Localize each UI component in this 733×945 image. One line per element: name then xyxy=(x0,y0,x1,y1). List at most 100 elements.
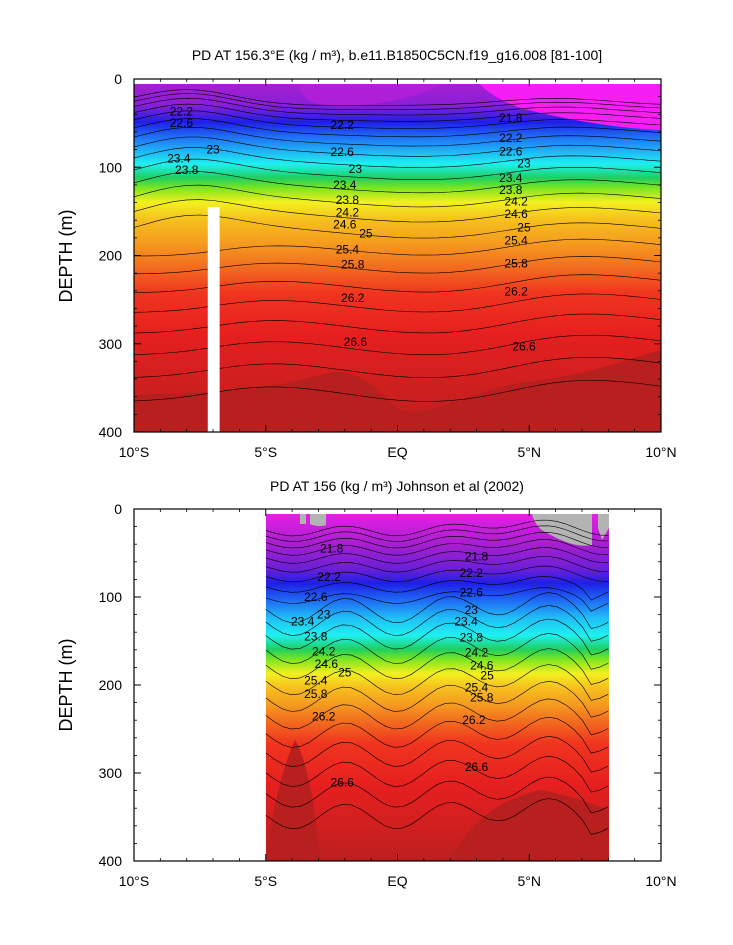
contour-label: 23 xyxy=(317,608,331,622)
y-tick-label: 300 xyxy=(99,336,123,352)
panel-bottom-contour-labels: 21.822.222.62323.423.824.224.62525.425.8… xyxy=(291,542,494,790)
contour-line xyxy=(134,97,661,116)
contour-line xyxy=(265,592,609,629)
panel-bottom-field: 21.822.222.62323.423.824.224.62525.425.8… xyxy=(265,514,609,861)
contour-line xyxy=(265,587,609,612)
contour-label: 24.6 xyxy=(470,659,494,673)
x-tick-label: 10°N xyxy=(645,873,676,889)
contour-label: 22.6 xyxy=(170,116,194,130)
panel-bottom-contour-lines xyxy=(265,519,609,835)
x-tick-label: 5°S xyxy=(254,873,277,889)
panel-top-deep-lobe xyxy=(134,350,661,432)
contour-line xyxy=(265,539,609,556)
y-tick-label: 400 xyxy=(99,853,123,869)
contour-line xyxy=(265,531,609,549)
contour-line xyxy=(265,735,609,773)
contour-line xyxy=(134,293,661,313)
contour-label: 25.8 xyxy=(504,256,528,270)
contour-line xyxy=(134,199,661,223)
contour-label: 22.6 xyxy=(499,144,523,158)
panel-bottom: PD AT 156 (kg / m³) Johnson et al (2002)… xyxy=(56,478,677,889)
contour-label: 23.4 xyxy=(499,171,523,185)
contour-line xyxy=(265,605,609,642)
contour-label: 23.4 xyxy=(291,615,315,629)
contour-label: 25.8 xyxy=(304,687,328,701)
contour-label: 26.2 xyxy=(312,710,336,724)
contour-line xyxy=(134,171,661,194)
contour-line xyxy=(265,633,609,670)
contour-label: 25.4 xyxy=(504,233,528,247)
contour-label: 23.4 xyxy=(333,178,357,192)
panel-top-surface-patch-2 xyxy=(299,84,440,107)
contour-line xyxy=(265,519,609,537)
contour-line xyxy=(134,118,661,138)
panel-bottom-axes: 10°S 5°S EQ 5°N 10°N 0 100 200 300 400 xyxy=(99,501,677,889)
panel-top-masked-column xyxy=(207,206,220,432)
contour-label: 23.8 xyxy=(499,183,523,197)
contour-label: 21.8 xyxy=(465,550,489,564)
contour-label: 23.8 xyxy=(336,193,360,207)
y-tick-label: 0 xyxy=(114,501,122,517)
contour-line xyxy=(134,110,661,129)
contour-label: 24.2 xyxy=(336,205,360,219)
contour-label: 26.2 xyxy=(341,291,365,305)
panel-bottom-deep-lobe-right xyxy=(450,790,609,861)
panel-top: PD AT 156.3°E (kg / m³), b.e11.B1850C5CN… xyxy=(56,47,677,460)
contour-line xyxy=(265,755,609,793)
contour-line xyxy=(265,776,609,814)
contour-line xyxy=(265,798,609,835)
x-tick-label: EQ xyxy=(387,873,407,889)
contour-line xyxy=(265,716,609,754)
x-tick-label: 10°S xyxy=(119,444,150,460)
contour-label: 26.2 xyxy=(504,285,528,299)
contour-label: 25 xyxy=(480,668,494,682)
contour-label: 22.2 xyxy=(170,105,194,119)
contour-label: 22.2 xyxy=(460,566,484,580)
panel-bottom-title: PD AT 156 (kg / m³) Johnson et al (2002) xyxy=(270,478,524,494)
contour-label: 25.4 xyxy=(336,242,360,256)
y-tick-label: 300 xyxy=(99,765,123,781)
panel-bottom-deep-lobe-left xyxy=(266,740,320,861)
contour-line xyxy=(134,93,661,110)
contour-line xyxy=(134,184,661,208)
contour-label: 26.2 xyxy=(462,713,486,727)
contour-label: 22.2 xyxy=(499,131,523,145)
panel-top-field: 22.222.62323.423.822.222.62323.423.824.2… xyxy=(134,84,661,432)
panel-bottom-ylabel: DEPTH (m) xyxy=(56,639,76,732)
contour-label: 26.6 xyxy=(465,760,489,774)
contour-line xyxy=(265,565,609,583)
contour-line xyxy=(134,126,661,147)
contour-label: 22.6 xyxy=(304,590,328,604)
panel-top-contour-lines xyxy=(134,89,661,402)
contour-label: 25 xyxy=(359,226,373,240)
panel-top-density-field xyxy=(134,84,661,432)
contour-label: 26.6 xyxy=(344,335,368,349)
y-tick-label: 400 xyxy=(99,424,123,440)
contour-label: 24.2 xyxy=(504,195,528,209)
y-tick-label: 100 xyxy=(99,589,123,605)
contour-line xyxy=(265,525,609,542)
contour-label: 23.4 xyxy=(167,151,191,165)
y-tick-label: 0 xyxy=(114,71,122,87)
panel-top-contour-labels: 22.222.62323.423.822.222.62323.423.824.2… xyxy=(167,105,536,354)
contour-line xyxy=(134,158,661,181)
contour-label: 22.6 xyxy=(460,586,484,600)
contour-label: 23 xyxy=(517,157,531,171)
contour-label: 21.8 xyxy=(499,111,523,125)
contour-label: 22.2 xyxy=(317,570,341,584)
contour-line xyxy=(134,136,661,157)
contour-line xyxy=(265,680,609,718)
contour-line xyxy=(134,380,661,402)
contour-label: 23.8 xyxy=(304,630,328,644)
panel-bottom-missing-data-left xyxy=(300,514,326,527)
contour-label: 23.8 xyxy=(175,163,199,177)
x-tick-label: 5°N xyxy=(518,444,542,460)
contour-line xyxy=(134,256,661,275)
contour-label: 25 xyxy=(517,220,531,234)
contour-line xyxy=(265,648,609,685)
panel-top-ylabel: DEPTH (m) xyxy=(56,210,76,303)
contour-line xyxy=(265,698,609,736)
contour-label: 24.6 xyxy=(315,657,339,671)
contour-label: 25.8 xyxy=(341,257,365,271)
contour-line xyxy=(265,664,609,701)
